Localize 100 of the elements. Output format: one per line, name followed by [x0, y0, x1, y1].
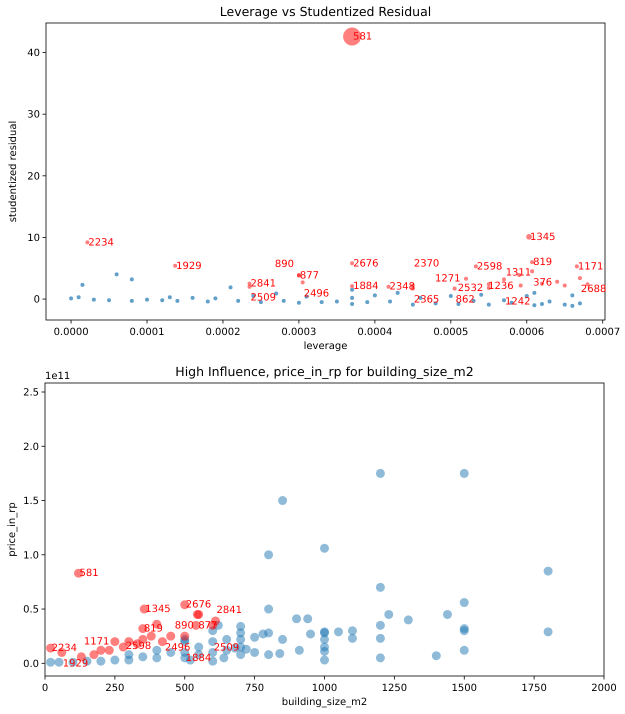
annotation: 581	[80, 568, 99, 580]
point	[160, 298, 164, 302]
annotation: 2532	[458, 282, 484, 294]
annotation: 581	[353, 32, 372, 43]
point	[479, 292, 484, 297]
annotation: 1236	[488, 281, 514, 292]
y-tick-label: 1.5	[23, 496, 39, 508]
annotation: 1929	[62, 658, 88, 670]
annotation: 890	[174, 620, 194, 632]
x-tick-label: 0	[42, 683, 48, 694]
point	[540, 302, 544, 306]
x-tick-label: 0.0002	[205, 327, 240, 338]
annotation: 2676	[353, 258, 379, 270]
x-tick-label: 750	[245, 683, 264, 694]
y-tick-label: 10	[27, 232, 40, 244]
annotation: 819	[144, 624, 163, 635]
point	[388, 300, 392, 304]
point	[166, 632, 176, 641]
x-tick-label: 250	[105, 683, 124, 694]
annotation: 1345	[530, 232, 556, 243]
point	[548, 300, 552, 304]
annotation: 2841	[216, 604, 242, 616]
point	[532, 303, 536, 308]
point	[104, 646, 114, 655]
y-axis-title: studentized residual	[8, 120, 19, 222]
point	[110, 637, 120, 646]
point	[92, 298, 96, 302]
point	[396, 290, 400, 295]
point	[107, 298, 112, 302]
x-axis-title: building_size_m2	[282, 697, 368, 708]
point	[69, 296, 74, 300]
y-tick-label: 2.5	[23, 388, 39, 399]
point	[146, 632, 156, 641]
x-tick-label: 0.0004	[357, 327, 392, 338]
y-tick-label: 40	[27, 48, 40, 60]
annotation: 376	[533, 277, 552, 288]
point	[334, 300, 339, 304]
annotation: 1345	[145, 604, 171, 616]
y-tick-label: 20	[27, 171, 40, 182]
x-tick-label: 2000	[591, 683, 617, 694]
annotation: 2841	[250, 278, 276, 290]
point	[206, 300, 210, 304]
annotation: 1171	[84, 636, 110, 648]
annotation: 862	[456, 294, 475, 306]
x-tick-label: 1500	[452, 683, 477, 694]
point	[158, 637, 167, 646]
annotation: 1311	[506, 267, 532, 278]
point	[320, 300, 324, 304]
x-tick-label: 0.0003	[281, 327, 316, 338]
annotation: 1171	[578, 261, 604, 272]
y-tick-label: 2.0	[23, 442, 39, 453]
annotation: 2348	[390, 282, 415, 293]
annotation: 2496	[164, 642, 190, 654]
point	[282, 298, 286, 303]
x-tick-label: 1750	[521, 683, 547, 694]
annotation: 2676	[186, 600, 212, 611]
x-tick-label: 0.0005	[433, 327, 468, 338]
annotation: 2234	[88, 237, 114, 248]
y-tick-label: 0.5	[23, 604, 39, 616]
point	[145, 298, 150, 302]
point	[350, 288, 354, 292]
point	[372, 293, 377, 298]
point	[236, 298, 240, 303]
y-tick-label: 0	[34, 294, 40, 306]
point	[365, 300, 370, 304]
point	[570, 304, 574, 308]
annotation: 2598	[126, 641, 152, 652]
annotation: 819	[533, 257, 552, 268]
point	[410, 302, 415, 307]
chart-title: High Influence, price_in_rp for building_size_m2	[175, 364, 474, 379]
annotation: 877	[198, 620, 218, 632]
point	[114, 272, 119, 276]
point	[350, 296, 354, 300]
annotation: 890	[274, 259, 294, 270]
annotation: 1271	[435, 274, 460, 285]
x-tick-label: 500	[175, 683, 194, 694]
x-tick-label: 0.0000	[54, 327, 89, 338]
point	[296, 300, 301, 305]
annotation: 1929	[176, 260, 202, 272]
annotation: 2234	[52, 643, 78, 654]
x-tick-label: 1250	[382, 683, 408, 694]
y-axis-title: price_in_rp	[7, 502, 18, 557]
annotation: 2509	[250, 292, 276, 304]
text: 1e11	[45, 371, 70, 382]
point	[562, 302, 567, 307]
chart-title: Leverage vs Studentized Residual	[220, 4, 432, 19]
point	[180, 632, 190, 641]
point	[502, 298, 506, 302]
point	[570, 293, 574, 298]
annotation: 2509	[214, 642, 240, 654]
point	[486, 302, 491, 307]
point	[130, 298, 134, 303]
point	[96, 646, 106, 655]
point	[213, 296, 218, 300]
point	[89, 650, 98, 660]
point	[350, 302, 354, 306]
point	[532, 290, 536, 295]
point	[578, 301, 582, 306]
x-tick-label: 0.0001	[130, 327, 165, 338]
point	[175, 298, 180, 303]
